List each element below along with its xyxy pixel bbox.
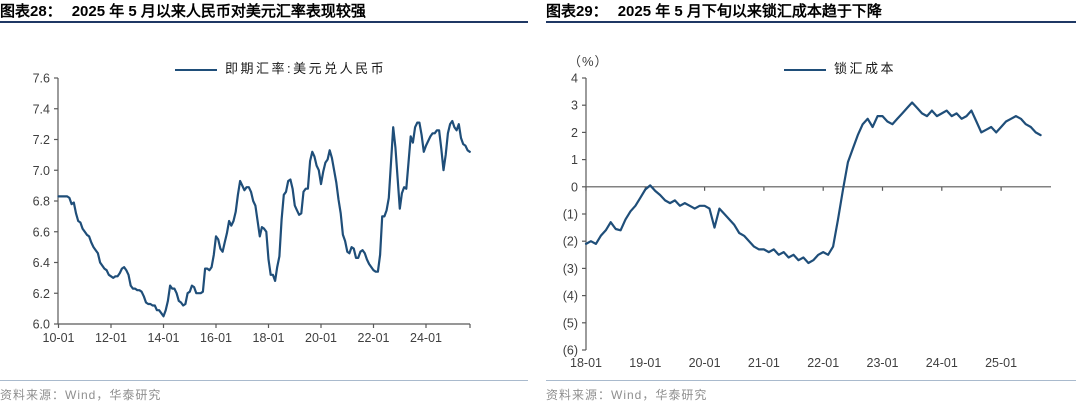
figure-29-title: 2025 年 5 月下旬以来锁汇成本趋于下降 — [617, 3, 882, 20]
figure-28: 图表28： 2025 年 5 月以来人民币对美元汇率表现较强 即期汇率:美元兑人民… — [0, 0, 528, 414]
y-tick-label: (1) — [563, 208, 578, 222]
figure-28-legend: 即期汇率:美元兑人民币 — [175, 58, 386, 77]
y-tick-label: 6.6 — [33, 225, 50, 239]
series-line — [57, 119, 471, 318]
y-tick-label: 6.0 — [33, 318, 50, 332]
x-tick-label: 18-01 — [570, 356, 602, 370]
x-tick-label: 14-01 — [148, 331, 180, 345]
x-tick-label: 25-01 — [985, 356, 1017, 370]
x-tick-label: 10-01 — [43, 331, 75, 345]
x-tick-label: 22-01 — [358, 331, 390, 345]
y-tick-label: 3 — [571, 99, 578, 113]
y-tick-label: (6) — [563, 344, 578, 358]
figure-28-source: 资料来源：Wind，华泰研究 — [0, 380, 528, 403]
series-line — [584, 101, 1042, 265]
figure-29-y-unit-label: （%） — [568, 54, 609, 69]
figure-29: 图表29： 2025 年 5 月下旬以来锁汇成本趋于下降 （%） 锁汇成本 4 3 2… — [546, 0, 1076, 414]
figure-28-label: 图表28： — [0, 3, 62, 20]
y-tick-label: (2) — [563, 235, 578, 249]
y-tick-label: 7.0 — [33, 164, 50, 178]
y-tick-label: 4 — [571, 72, 578, 86]
x-tick-label: 23-01 — [867, 356, 899, 370]
y-tick-label: 1 — [571, 153, 578, 167]
x-tick-label: 24-01 — [926, 356, 958, 370]
y-tick-label: 0 — [571, 180, 578, 194]
y-tick-label: 6.4 — [33, 256, 50, 270]
legend-line-swatch — [175, 68, 217, 71]
figure-29-label: 图表29： — [546, 3, 608, 20]
hedging-cost-line-chart: 4 3 2 1 0 (1) (2) (3) (4) (5) (6)18-01 19-01 20-01 21… — [563, 72, 1051, 370]
x-tick-label: 12-01 — [95, 331, 127, 345]
y-tick-label: 6.8 — [33, 195, 50, 209]
figure-29-legend: 锁汇成本 — [784, 58, 896, 77]
x-tick-label: 20-01 — [689, 356, 721, 370]
legend-line-swatch — [784, 68, 826, 71]
usdcny-spot-rate-line-chart: 7.6 7.4 7.2 7.0 6.8 6.6 6.4 6.2 6.010-01 12-01 14-… — [33, 72, 471, 345]
y-tick-label: (4) — [563, 289, 578, 303]
source-text: 资料来源：Wind，华泰研究 — [0, 388, 162, 402]
x-tick-label: 20-01 — [305, 331, 337, 345]
y-tick-label: (5) — [563, 316, 578, 330]
y-tick-label: 2 — [571, 126, 578, 140]
figure-29-header: 图表29： 2025 年 5 月下旬以来锁汇成本趋于下降 — [546, 0, 1076, 23]
x-tick-label: 22-01 — [807, 356, 839, 370]
figure-28-header: 图表28： 2025 年 5 月以来人民币对美元汇率表现较强 — [0, 0, 528, 23]
y-tick-label: 7.2 — [33, 133, 50, 147]
x-tick-label: 24-01 — [410, 331, 442, 345]
x-tick-label: 21-01 — [748, 356, 780, 370]
figure-29-source: 资料来源：Wind，华泰研究 — [546, 380, 1076, 403]
figure-29-legend-label: 锁汇成本 — [834, 61, 897, 76]
source-text: 资料来源：Wind，华泰研究 — [546, 388, 708, 402]
x-tick-label: 16-01 — [200, 331, 232, 345]
y-tick-label: 7.6 — [33, 72, 50, 86]
figure-28-title: 2025 年 5 月以来人民币对美元汇率表现较强 — [71, 3, 366, 20]
y-tick-label: (3) — [563, 262, 578, 276]
x-tick-label: 18-01 — [253, 331, 285, 345]
x-tick-label: 19-01 — [629, 356, 661, 370]
y-tick-label: 6.2 — [33, 287, 50, 301]
figure-28-legend-label: 即期汇率:美元兑人民币 — [225, 61, 387, 76]
y-tick-label: 7.4 — [33, 102, 50, 116]
